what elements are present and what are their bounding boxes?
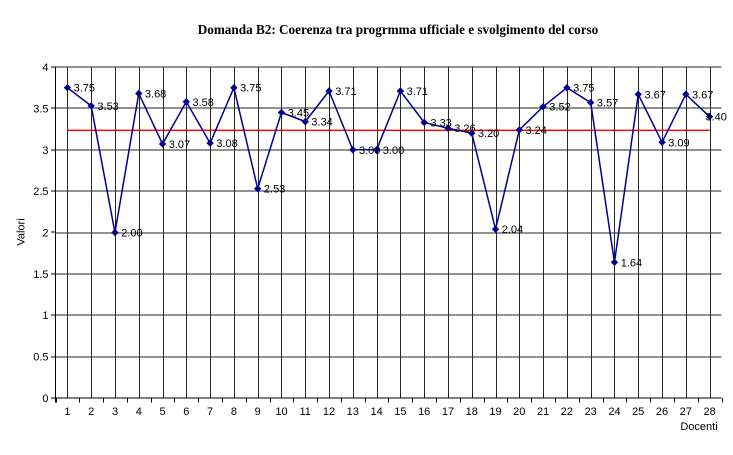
- svg-text:3.24: 3.24: [526, 125, 547, 137]
- svg-text:2.5: 2.5: [33, 186, 48, 198]
- svg-text:18: 18: [466, 406, 478, 418]
- svg-text:23: 23: [585, 406, 597, 418]
- svg-text:3.71: 3.71: [335, 86, 356, 98]
- svg-text:21: 21: [537, 406, 549, 418]
- svg-text:3.58: 3.58: [193, 97, 214, 109]
- svg-text:11: 11: [299, 406, 310, 418]
- svg-text:2: 2: [42, 228, 48, 240]
- svg-text:Domanda B2: Coerenza tra progr: Domanda B2: Coerenza tra progrmma uffici…: [198, 22, 599, 37]
- svg-text:2.53: 2.53: [264, 184, 285, 196]
- svg-text:9: 9: [255, 406, 261, 418]
- svg-text:4: 4: [136, 406, 142, 418]
- svg-text:1: 1: [64, 406, 70, 418]
- svg-text:2.04: 2.04: [502, 224, 523, 236]
- svg-text:20: 20: [513, 406, 525, 418]
- svg-text:3.26: 3.26: [454, 123, 475, 135]
- svg-text:3.75: 3.75: [573, 83, 594, 95]
- svg-text:3.40: 3.40: [706, 112, 727, 124]
- svg-text:16: 16: [418, 406, 430, 418]
- svg-text:3.45: 3.45: [288, 108, 309, 120]
- svg-text:4: 4: [42, 62, 48, 74]
- svg-text:2.00: 2.00: [121, 228, 142, 240]
- svg-text:3.57: 3.57: [597, 98, 618, 110]
- svg-text:17: 17: [442, 406, 454, 418]
- svg-text:3.75: 3.75: [240, 83, 261, 95]
- svg-text:1.64: 1.64: [621, 257, 642, 269]
- svg-text:3.34: 3.34: [311, 117, 332, 129]
- svg-text:15: 15: [394, 406, 406, 418]
- svg-text:Valori: Valori: [16, 218, 28, 245]
- svg-text:28: 28: [703, 406, 715, 418]
- svg-text:19: 19: [489, 406, 501, 418]
- svg-text:3: 3: [112, 406, 118, 418]
- svg-text:22: 22: [561, 406, 573, 418]
- svg-text:2: 2: [88, 406, 94, 418]
- svg-text:10: 10: [275, 406, 287, 418]
- svg-text:3.09: 3.09: [668, 137, 689, 149]
- svg-text:3.5: 3.5: [33, 103, 48, 115]
- svg-text:13: 13: [347, 406, 359, 418]
- svg-text:25: 25: [632, 406, 644, 418]
- svg-text:8: 8: [231, 406, 237, 418]
- svg-text:3.75: 3.75: [74, 83, 95, 95]
- svg-text:3.00: 3.00: [383, 145, 404, 157]
- svg-text:3.07: 3.07: [169, 139, 190, 151]
- svg-text:3.53: 3.53: [97, 101, 118, 113]
- svg-text:1: 1: [42, 310, 48, 322]
- svg-text:3.08: 3.08: [216, 138, 237, 150]
- svg-text:3.71: 3.71: [407, 86, 428, 98]
- svg-text:14: 14: [370, 406, 382, 418]
- svg-text:27: 27: [680, 406, 692, 418]
- svg-text:5: 5: [159, 406, 165, 418]
- svg-text:3.52: 3.52: [549, 102, 570, 114]
- svg-text:0.5: 0.5: [33, 352, 48, 364]
- svg-text:3.33: 3.33: [430, 117, 451, 129]
- svg-text:6: 6: [183, 406, 189, 418]
- svg-text:3.67: 3.67: [645, 89, 666, 101]
- svg-text:3.20: 3.20: [478, 128, 499, 140]
- svg-text:0: 0: [42, 393, 48, 405]
- svg-text:3.68: 3.68: [145, 89, 166, 101]
- svg-text:3.67: 3.67: [692, 89, 713, 101]
- svg-text:12: 12: [323, 406, 335, 418]
- svg-text:1.5: 1.5: [33, 269, 48, 281]
- svg-text:Docenti: Docenti: [680, 421, 717, 433]
- svg-text:3.00: 3.00: [359, 145, 380, 157]
- svg-text:3: 3: [42, 145, 48, 157]
- svg-text:26: 26: [656, 406, 668, 418]
- svg-text:7: 7: [207, 406, 213, 418]
- svg-text:24: 24: [608, 406, 620, 418]
